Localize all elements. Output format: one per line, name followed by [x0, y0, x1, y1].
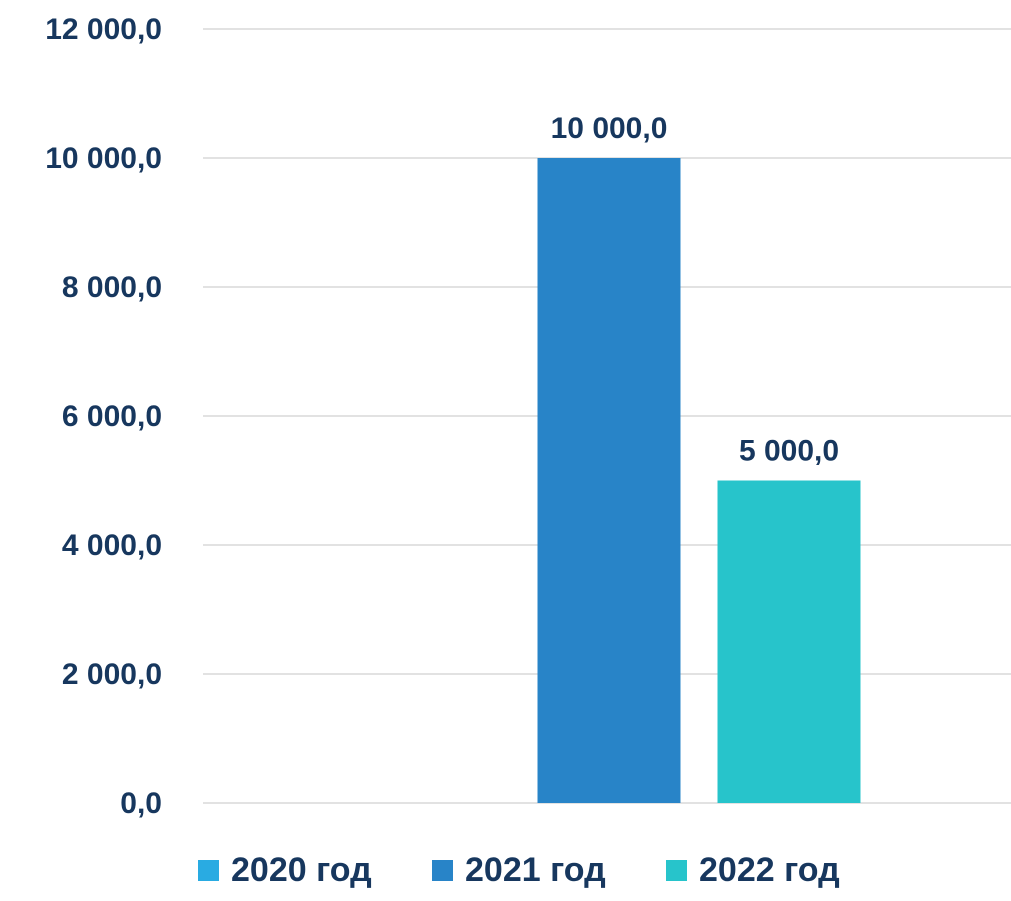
legend-swatch	[432, 860, 453, 881]
data-labels: 10 000,0 5 000,0	[551, 112, 839, 468]
legend-swatch	[666, 860, 687, 881]
legend-label: 2020 год	[231, 851, 372, 889]
legend-label: 2022 год	[699, 851, 840, 889]
legend-label: 2021 год	[465, 851, 606, 889]
bar-3	[717, 480, 861, 803]
bar-2	[537, 158, 681, 803]
bars	[537, 158, 861, 803]
legend: 2020 год 2021 год 2022 год	[198, 851, 840, 889]
y-tick-label: 8 000,0	[62, 271, 162, 304]
data-label: 10 000,0	[551, 112, 668, 145]
y-tick-label: 0,0	[120, 787, 162, 820]
legend-swatch	[198, 860, 219, 881]
y-tick-label: 6 000,0	[62, 400, 162, 433]
y-tick-label: 10 000,0	[45, 142, 162, 175]
y-axis-tick-labels: 0,0 2 000,0 4 000,0 6 000,0 8 000,0 10 000,0 1…	[45, 13, 162, 820]
y-tick-label: 2 000,0	[62, 658, 162, 691]
data-label: 5 000,0	[739, 435, 839, 468]
y-tick-label: 4 000,0	[62, 529, 162, 562]
y-tick-label: 12 000,0	[45, 13, 162, 46]
